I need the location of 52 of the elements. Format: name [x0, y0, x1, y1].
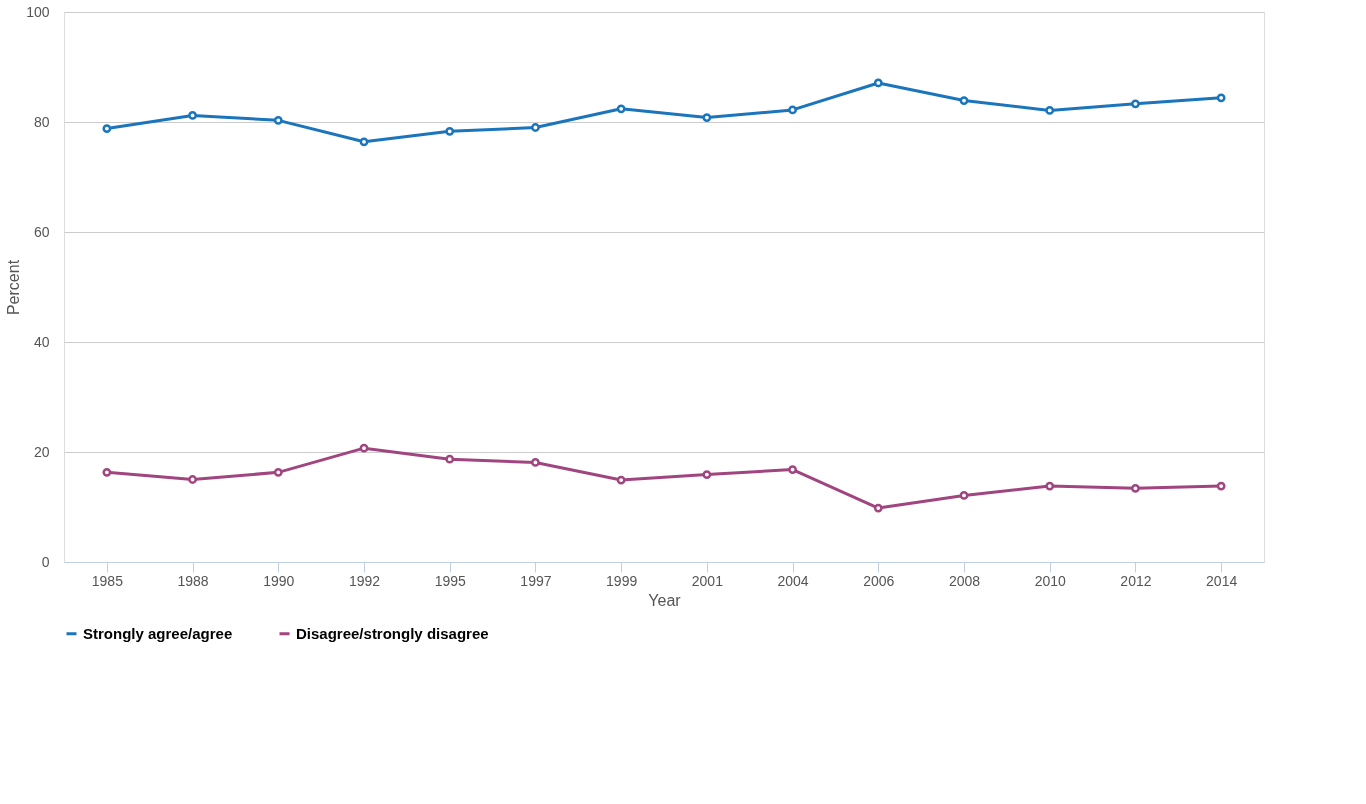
point	[788, 465, 797, 475]
y-axis-title: Percent	[5, 259, 23, 316]
legend-label: Disagree/strongly disagree	[296, 624, 489, 642]
y-tick-label: 80	[33, 113, 50, 130]
point	[959, 96, 969, 105]
y-tick-label: 100	[26, 3, 50, 20]
y-tick-label: 0	[41, 553, 50, 570]
point	[1131, 99, 1140, 109]
x-tick-label: 1995	[434, 572, 466, 589]
point	[359, 443, 369, 453]
point	[702, 470, 712, 479]
point	[445, 454, 455, 464]
point	[359, 137, 369, 147]
x-tick-label: 2004	[777, 572, 809, 589]
point	[1216, 93, 1226, 103]
x-tick-label: 2012	[1120, 572, 1152, 589]
x-tick-label: 2008	[948, 572, 981, 589]
x-tick-label: 1997	[520, 572, 552, 589]
y-tick-label: 40	[33, 333, 50, 350]
x-tick-label: 1992	[348, 572, 381, 589]
point	[873, 503, 883, 513]
point	[788, 105, 797, 115]
x-tick-label: 2014	[1206, 572, 1238, 589]
point	[188, 110, 197, 120]
point	[102, 124, 112, 134]
x-tick-label: 1985	[91, 572, 124, 589]
legend-label: Strongly agree/agree	[83, 624, 233, 642]
point	[445, 126, 455, 136]
x-tick-label: 1999	[606, 572, 638, 589]
point	[531, 458, 540, 467]
point	[273, 467, 283, 477]
point	[188, 475, 197, 484]
point	[1045, 481, 1055, 491]
point	[1045, 106, 1055, 115]
point	[531, 123, 540, 132]
y-tick-label: 60	[33, 223, 50, 240]
y-tick-label: 20	[33, 443, 50, 460]
x-tick-label: 1990	[263, 572, 295, 589]
point	[616, 475, 626, 485]
x-tick-label: 2006	[863, 572, 895, 589]
x-tick-label: 1988	[177, 572, 209, 589]
point	[1131, 483, 1140, 493]
point	[616, 104, 626, 114]
point	[959, 491, 969, 500]
point	[1216, 481, 1226, 491]
x-tick-label: 2001	[691, 572, 724, 589]
x-axis-title: Year	[648, 591, 682, 609]
x-tick-label: 2010	[1034, 572, 1066, 589]
point	[702, 113, 712, 123]
point	[273, 115, 283, 125]
point	[873, 78, 883, 88]
point	[102, 467, 112, 477]
